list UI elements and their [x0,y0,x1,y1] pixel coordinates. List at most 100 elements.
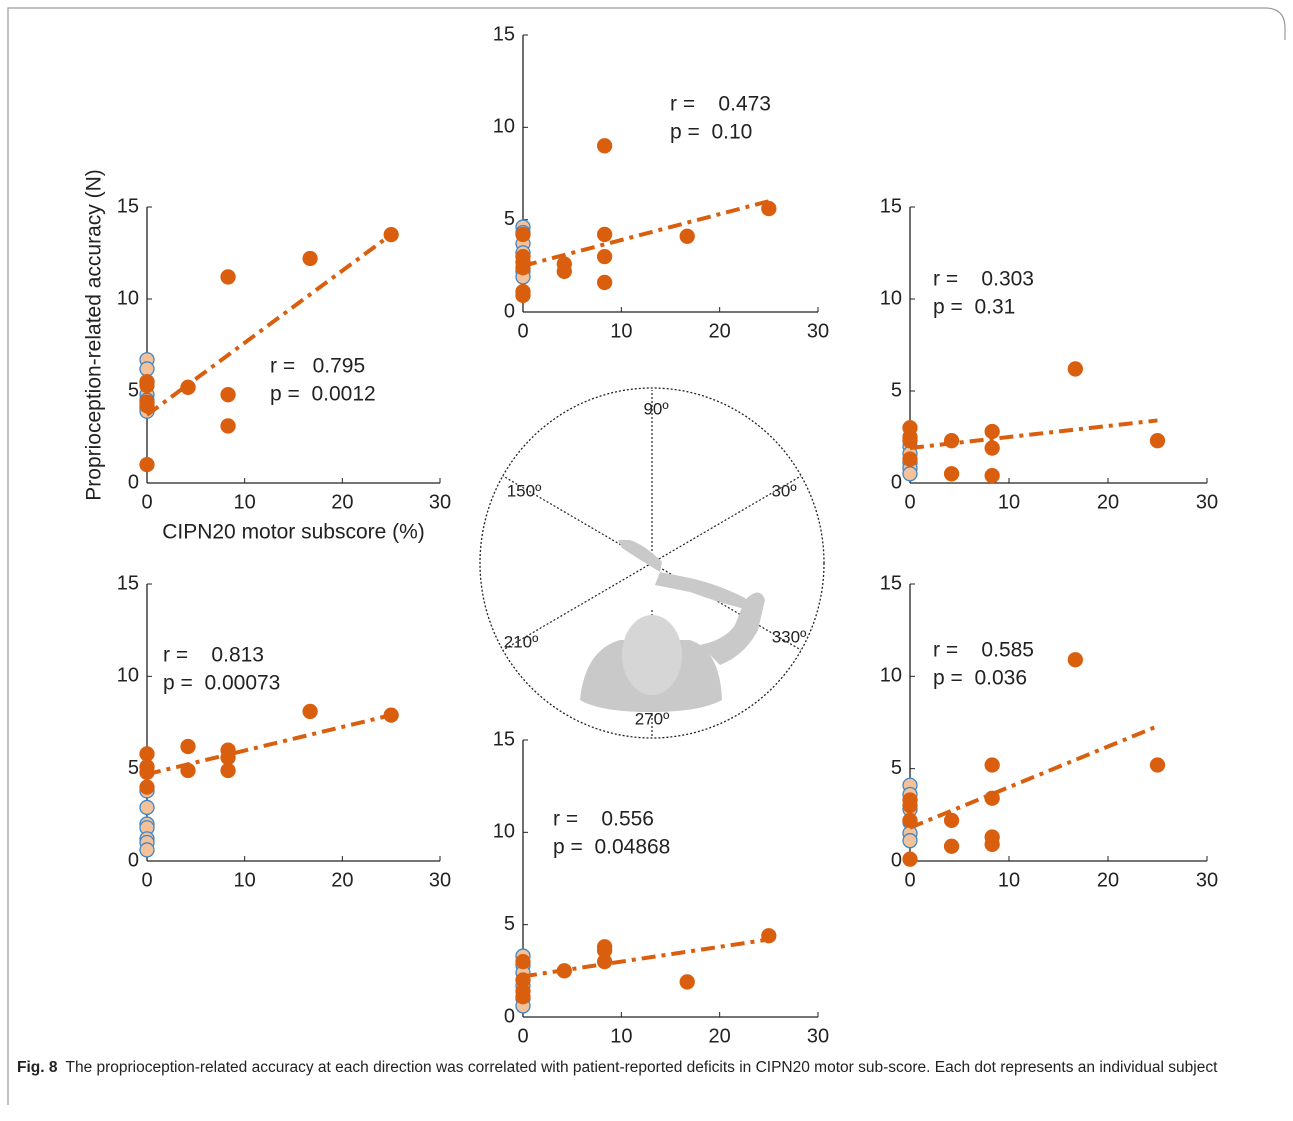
scatter-panel: 0 5 10 15 0 10 20 30 r = 0.473 p = 0.10 [493,23,829,342]
y-tick-label: 0 [504,1005,515,1027]
angle-label: 90º [643,399,668,418]
data-point [1067,361,1083,377]
fit-line [522,937,770,979]
x-tick-label: 0 [141,869,152,891]
data-point [984,836,1000,853]
data-point [515,287,531,304]
stat-annotation: r = 0.795 [270,355,365,378]
data-point [596,274,613,291]
data-point [220,269,236,285]
data-point [556,263,572,280]
x-tick-label: 0 [517,320,528,342]
y-tick-label: 0 [504,300,515,322]
data-point [515,226,531,243]
y-tick-label: 15 [880,195,902,217]
x-tick-label: 30 [429,491,451,513]
y-tick-label: 5 [128,379,139,401]
data-point [902,466,918,482]
x-tick-label: 20 [331,491,353,513]
stat-annotation: r = 0.813 [163,644,264,667]
y-tick-label: 0 [128,849,139,871]
y-tick-label: 10 [493,116,515,138]
data-point [180,738,196,755]
data-point [1067,652,1083,668]
fit-line [145,232,393,417]
x-tick-label: 30 [429,869,451,891]
frame [7,7,1286,1105]
x-axis-label: CIPN20 motor subscore (%) [162,521,425,544]
x-tick-label: 10 [998,491,1020,513]
x-tick-label: 20 [1097,491,1119,513]
angle-label: 330º [772,627,807,646]
y-tick-label: 15 [493,23,515,45]
y-tick-label: 0 [128,471,139,493]
y-tick-label: 10 [880,665,902,687]
stat-annotation: r = 0.473 [670,93,771,116]
angle-label: 150º [507,481,542,500]
fit-line [146,713,392,777]
x-tick-label: 30 [807,1025,829,1047]
data-point [139,842,155,858]
data-point [515,989,531,1005]
data-point [139,779,155,795]
data-point [596,248,613,265]
caption-label: Fig. 8 [17,1059,58,1076]
data-point [943,838,960,854]
data-point [679,974,695,990]
caption: Fig. 8 The proprioception-related accurac… [17,1058,1272,1078]
y-tick-label: 0 [891,471,902,493]
data-point [679,228,695,244]
data-point [902,797,918,814]
data-point [139,361,155,377]
data-point [1149,757,1166,773]
data-point [596,953,613,970]
x-tick-label: 30 [1196,869,1218,891]
data-point [302,250,318,267]
data-point [220,418,236,434]
scatter-panel: 0 5 10 15 0 10 20 30 r = 0.303 p = 0.31 [880,195,1218,513]
data-point [943,812,960,829]
x-tick-label: 0 [904,869,915,891]
stat-annotation: r = 0.556 [553,808,654,831]
fit-line [909,418,1158,451]
y-tick-label: 15 [117,572,139,594]
scatter-panel: 0 5 10 15 0 10 20 30 r = 0.556 p = 0.04868 [493,728,829,1047]
y-tick-label: 5 [891,379,902,401]
stat-annotation: p = 0.04868 [553,836,670,859]
caption-text: The proprioception-related accuracy at e… [65,1059,1218,1076]
data-point [943,466,960,482]
fit-line [909,724,1159,830]
data-point [984,467,1000,484]
data-point [139,799,155,816]
x-tick-label: 30 [1196,491,1218,513]
scatter-panel: 0 5 10 15 0 10 20 30 r = 0.585 p = 0.036 [880,572,1218,891]
stat-annotation: p = 0.31 [933,296,1015,319]
x-tick-label: 10 [610,320,632,342]
x-tick-label: 0 [517,1025,528,1047]
data-point [761,200,777,217]
data-point [984,440,1000,456]
x-tick-label: 10 [234,869,256,891]
y-tick-label: 5 [504,913,515,935]
data-point [984,757,1000,773]
y-axis-label: Proprioception-related accuracy (N) [83,169,106,500]
data-point [1149,433,1166,449]
data-point [596,226,613,243]
data-point [902,833,918,849]
data-point [984,423,1000,440]
stat-annotation: p = 0.0012 [270,383,376,406]
stat-annotation: p = 0.036 [933,667,1027,690]
stat-annotation: r = 0.585 [933,639,1034,662]
data-point [596,138,613,154]
y-tick-label: 15 [880,572,902,594]
y-tick-label: 5 [891,757,902,779]
stat-annotation: p = 0.10 [670,121,752,144]
data-point [139,746,155,762]
polar-circle [479,387,825,739]
data-point [383,226,399,243]
x-tick-label: 10 [234,491,256,513]
y-tick-label: 10 [493,821,515,843]
x-tick-label: 10 [998,869,1020,891]
angle-label: 210º [504,632,539,651]
